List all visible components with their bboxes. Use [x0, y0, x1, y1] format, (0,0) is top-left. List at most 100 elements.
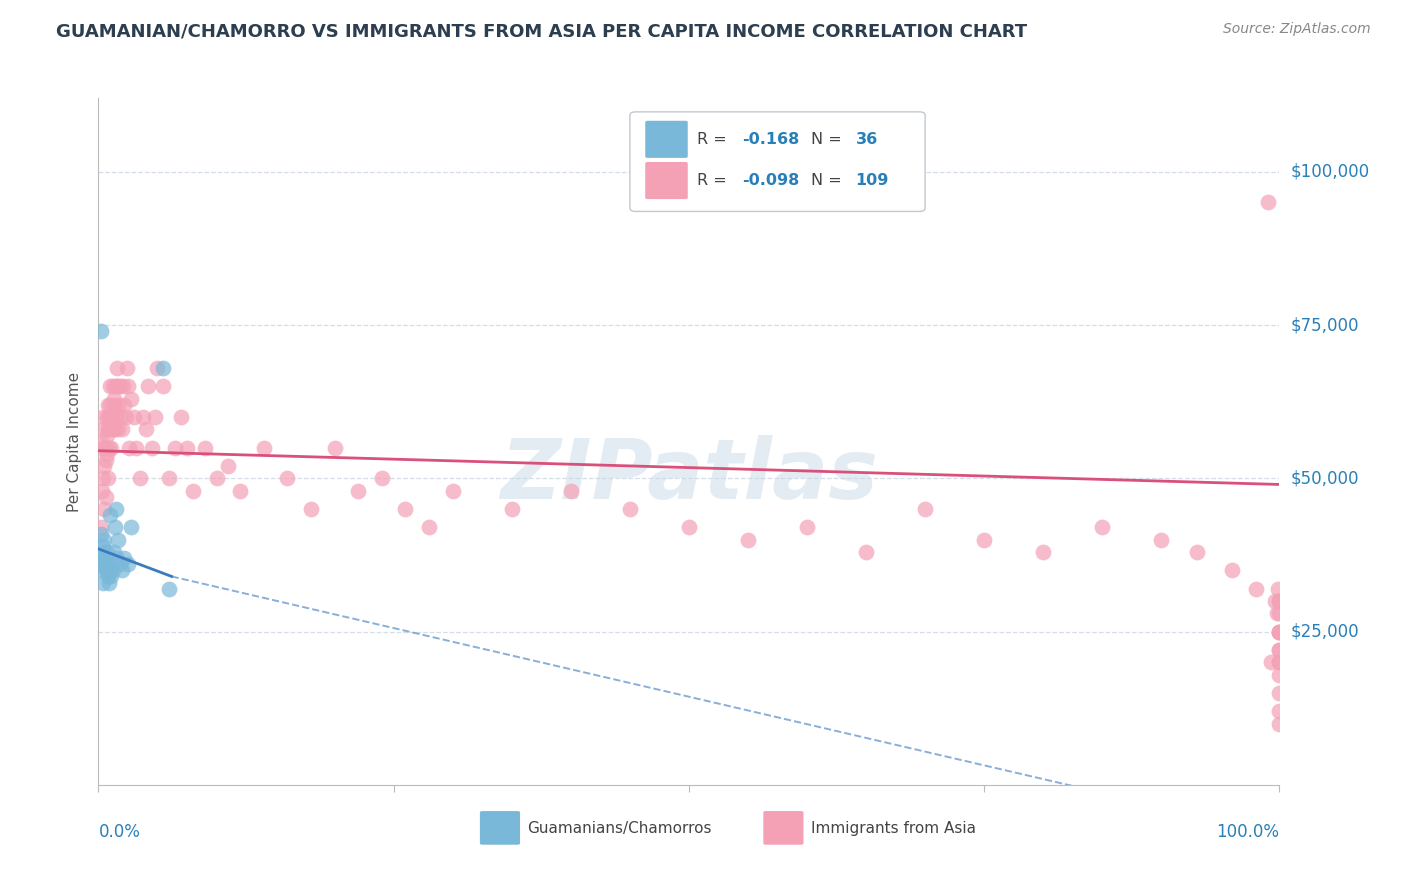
Point: [737, 533, 759, 547]
Point: [1268, 624, 1291, 639]
Point: [107, 398, 129, 412]
Point: [111, 563, 134, 577]
Point: [100, 569, 122, 583]
Point: [1268, 643, 1291, 657]
Point: [111, 422, 134, 436]
Point: [91, 575, 114, 590]
Point: [108, 379, 131, 393]
Text: $75,000: $75,000: [1291, 316, 1360, 334]
Point: [98, 563, 121, 577]
Point: [93, 551, 115, 566]
Text: Source: ZipAtlas.com: Source: ZipAtlas.com: [1223, 22, 1371, 37]
Point: [114, 410, 136, 425]
Point: [121, 392, 143, 406]
Text: Guamanians/Chamorros: Guamanians/Chamorros: [527, 821, 711, 836]
Point: [194, 441, 217, 455]
Point: [135, 422, 157, 436]
Point: [1220, 563, 1243, 577]
Point: [89, 557, 111, 571]
Point: [90, 434, 112, 449]
Point: [97, 563, 120, 577]
Point: [104, 422, 127, 436]
Point: [855, 545, 877, 559]
Point: [103, 392, 125, 406]
Point: [1268, 607, 1291, 621]
Point: [96, 447, 118, 461]
Point: [91, 557, 114, 571]
Point: [143, 410, 166, 425]
Y-axis label: Per Capita Income: Per Capita Income: [67, 371, 83, 512]
Text: -0.168: -0.168: [742, 132, 800, 147]
Text: ZIPatlas: ZIPatlas: [501, 435, 877, 516]
Point: [418, 520, 440, 534]
Point: [132, 410, 155, 425]
Point: [90, 520, 112, 534]
Point: [1150, 533, 1173, 547]
Point: [1264, 594, 1286, 608]
Point: [91, 539, 114, 553]
Point: [94, 490, 117, 504]
Text: GUAMANIAN/CHAMORRO VS IMMIGRANTS FROM ASIA PER CAPITA INCOME CORRELATION CHART: GUAMANIAN/CHAMORRO VS IMMIGRANTS FROM AS…: [56, 22, 1028, 40]
Point: [91, 441, 114, 455]
Point: [93, 545, 115, 559]
FancyBboxPatch shape: [645, 162, 688, 199]
Point: [91, 471, 114, 485]
Point: [94, 557, 117, 571]
Text: 0.0%: 0.0%: [98, 822, 141, 841]
Text: R =: R =: [697, 173, 733, 188]
FancyBboxPatch shape: [479, 811, 520, 845]
Point: [157, 582, 180, 596]
Point: [98, 379, 121, 393]
Point: [152, 379, 174, 393]
Point: [96, 428, 118, 442]
Point: [678, 520, 700, 534]
Point: [501, 502, 523, 516]
Point: [93, 502, 115, 516]
Point: [1268, 686, 1291, 700]
Point: [181, 483, 204, 498]
Point: [1268, 655, 1291, 669]
Point: [98, 441, 121, 455]
Point: [112, 398, 135, 412]
Point: [619, 502, 641, 516]
Text: 100.0%: 100.0%: [1216, 822, 1279, 841]
Text: Immigrants from Asia: Immigrants from Asia: [811, 821, 976, 836]
Point: [1268, 594, 1291, 608]
Point: [1260, 655, 1282, 669]
Point: [100, 441, 122, 455]
Text: -0.098: -0.098: [742, 173, 800, 188]
Point: [98, 557, 121, 571]
Point: [105, 379, 128, 393]
Point: [98, 508, 121, 523]
Point: [91, 483, 114, 498]
Point: [105, 410, 128, 425]
Point: [176, 441, 198, 455]
Point: [98, 398, 121, 412]
Point: [97, 422, 120, 436]
FancyBboxPatch shape: [630, 112, 925, 211]
Point: [96, 410, 118, 425]
Point: [152, 360, 174, 375]
Point: [1268, 643, 1291, 657]
Point: [101, 379, 124, 393]
Text: N =: N =: [811, 132, 846, 147]
Point: [107, 533, 129, 547]
Text: $25,000: $25,000: [1291, 623, 1360, 640]
Text: N =: N =: [811, 173, 846, 188]
Point: [103, 398, 125, 412]
Point: [796, 520, 818, 534]
Point: [323, 441, 346, 455]
FancyBboxPatch shape: [763, 811, 803, 845]
Point: [97, 551, 120, 566]
Point: [90, 526, 112, 541]
Point: [98, 410, 121, 425]
Point: [96, 545, 118, 559]
Point: [1267, 582, 1289, 596]
Point: [1244, 582, 1267, 596]
Point: [98, 422, 121, 436]
Point: [96, 557, 118, 571]
Point: [973, 533, 995, 547]
Point: [115, 360, 138, 375]
Point: [112, 379, 135, 393]
Point: [97, 569, 120, 583]
